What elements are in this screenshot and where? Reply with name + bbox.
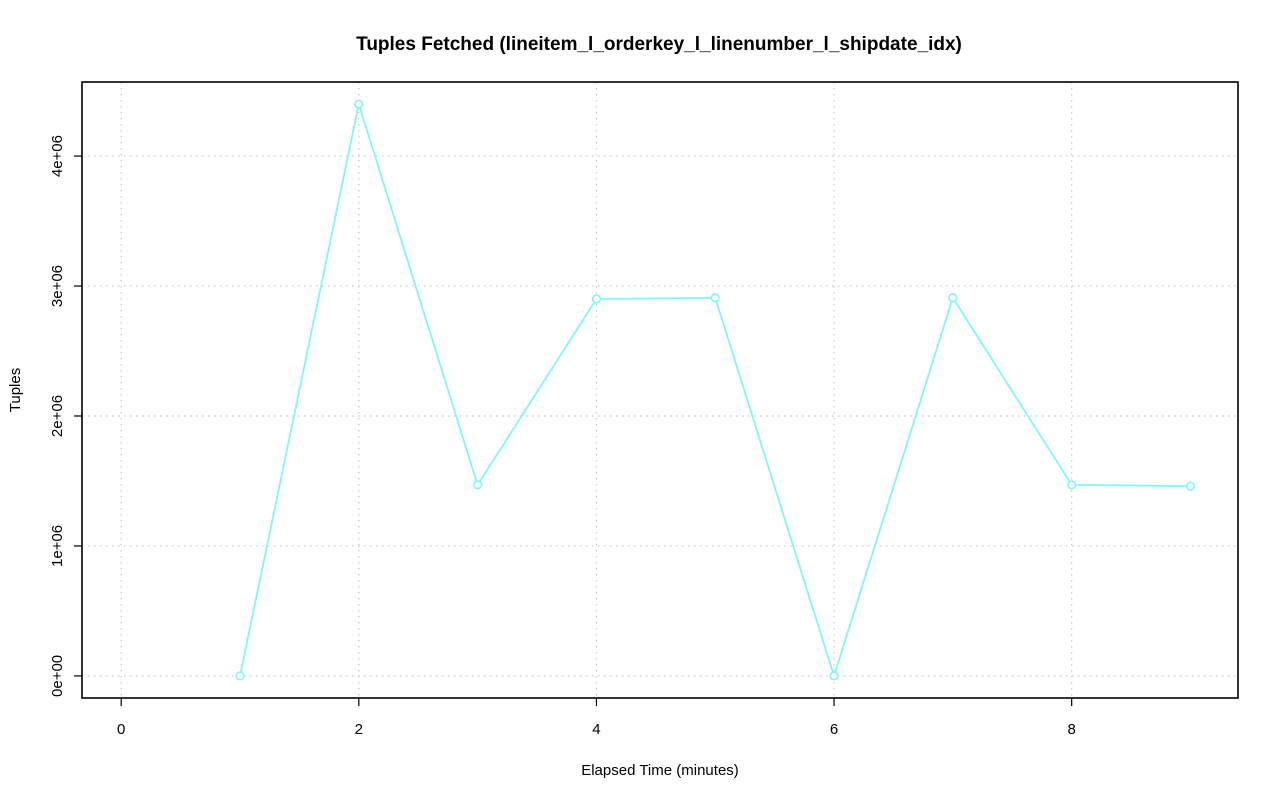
y-tick-label: 4e+06 (49, 135, 66, 177)
grid (82, 82, 1238, 698)
data-point (1185, 481, 1196, 491)
y-axis-label: Tuples (7, 368, 24, 412)
x-axis-label: Elapsed Time (minutes) (581, 762, 739, 779)
y-tick-label: 1e+06 (49, 525, 66, 567)
plot-frame (81, 81, 1239, 699)
series-line (239, 100, 1191, 679)
data-point (948, 293, 958, 303)
x-tick-label: 4 (592, 721, 600, 738)
data-point (354, 99, 364, 109)
y-tick-label: 3e+06 (49, 265, 66, 307)
x-axis: 0 2 4 6 8 (117, 698, 1076, 738)
data-point (235, 671, 245, 681)
x-tick-label: 2 (355, 721, 363, 738)
y-tick-label: 0e+00 (49, 655, 66, 697)
data-point (710, 293, 720, 303)
data-point (829, 671, 839, 681)
chart-title: Tuples Fetched (lineitem_l_orderkey_l_li… (356, 34, 962, 55)
y-axis: 0e+00 1e+06 2e+06 3e+06 4e+06 (49, 135, 82, 697)
data-point (473, 480, 483, 490)
data-point (591, 294, 602, 304)
x-tick-label: 0 (117, 721, 125, 738)
y-tick-label: 2e+06 (49, 395, 66, 437)
x-tick-label: 8 (1067, 721, 1075, 738)
x-tick-label: 6 (830, 721, 838, 738)
data-point (1067, 480, 1077, 490)
series-layer (235, 99, 1196, 681)
